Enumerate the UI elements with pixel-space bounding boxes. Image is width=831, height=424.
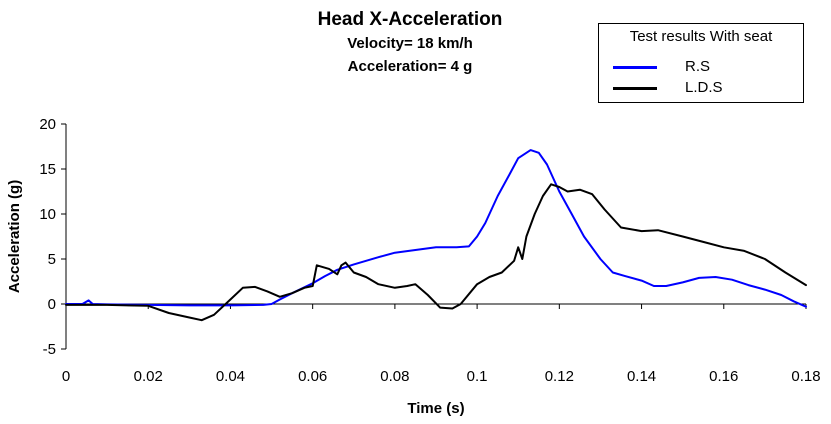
y-tick-label: 10: [39, 206, 56, 223]
legend-item-lds: L.D.S: [599, 78, 803, 98]
x-tick-label: 0.08: [380, 368, 409, 385]
legend-title: Test results With seat: [629, 28, 773, 45]
y-tick-label: 5: [48, 251, 56, 268]
x-tick-label: 0.1: [467, 368, 488, 385]
x-tick-label: 0: [62, 368, 70, 385]
x-tick-label: 0.18: [791, 368, 820, 385]
series-line-rs: [65, 149, 807, 308]
chart-subtitle-velocity: Velocity= 18 km/h: [347, 35, 473, 52]
y-axis-label: Acceleration (g): [6, 180, 23, 293]
legend-label-rs: R.S: [685, 58, 711, 75]
chart-title-block: Head X-Acceleration Velocity= 18 km/h Ac…: [250, 8, 570, 78]
chart-legend: Test results With seat R.S L.D.S: [598, 23, 804, 103]
legend-swatch-rs: [613, 66, 657, 69]
x-tick-label: 0.02: [134, 368, 163, 385]
x-tick-label: 0.04: [216, 368, 245, 385]
series-line-lds: [65, 183, 807, 322]
legend-item-rs: R.S: [599, 57, 803, 77]
y-tick-label: 20: [39, 116, 56, 133]
x-tick-label: 0.16: [709, 368, 738, 385]
y-tick-label: 0: [48, 296, 56, 313]
chart-title: Head X-Acceleration: [317, 9, 503, 30]
x-tick-label: 0.12: [545, 368, 574, 385]
x-tick-label: 0.06: [298, 368, 327, 385]
x-axis-label: Time (s): [407, 400, 464, 417]
x-tick-label: 0.14: [627, 368, 656, 385]
y-tick-label: -5: [43, 341, 56, 358]
legend-label-lds: L.D.S: [685, 79, 723, 96]
y-tick-label: 15: [39, 161, 56, 178]
legend-swatch-lds: [613, 87, 657, 90]
chart-subtitle-acceleration: Acceleration= 4 g: [347, 58, 473, 75]
